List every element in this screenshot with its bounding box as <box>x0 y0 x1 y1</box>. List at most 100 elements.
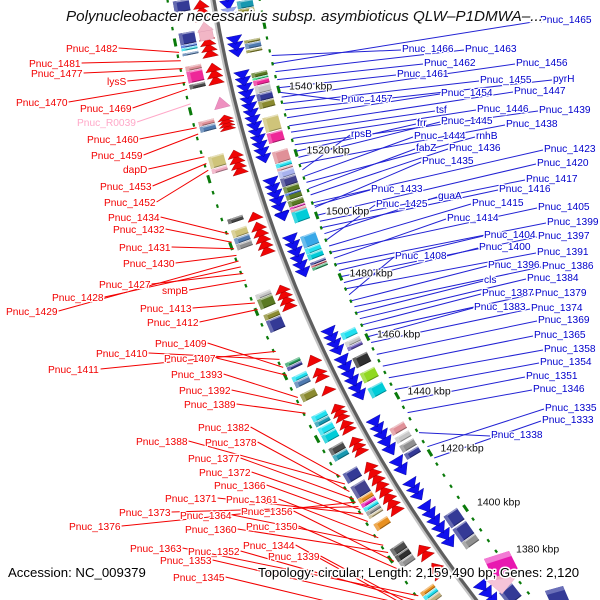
svg-text:Pnuc_1350: Pnuc_1350 <box>246 522 298 533</box>
svg-text:Pnuc_1429: Pnuc_1429 <box>6 307 58 318</box>
svg-text:guaA: guaA <box>438 191 462 202</box>
svg-text:Pnuc_1427: Pnuc_1427 <box>99 280 151 291</box>
svg-text:Pnuc_1420: Pnuc_1420 <box>537 158 589 169</box>
svg-text:Pnuc_1361: Pnuc_1361 <box>226 495 278 506</box>
svg-text:Pnuc_1393: Pnuc_1393 <box>171 370 223 381</box>
svg-text:Pnuc_1410: Pnuc_1410 <box>96 349 148 360</box>
svg-text:Pnuc_1374: Pnuc_1374 <box>531 303 583 314</box>
svg-text:Pnuc_1444: Pnuc_1444 <box>414 131 466 142</box>
svg-text:Pnuc_1432: Pnuc_1432 <box>113 225 165 236</box>
svg-text:1520 kbp: 1520 kbp <box>307 145 350 157</box>
svg-text:Pnuc_1376: Pnuc_1376 <box>69 522 121 533</box>
svg-text:tsf: tsf <box>436 105 447 116</box>
svg-text:Pnuc_1339: Pnuc_1339 <box>268 552 320 563</box>
svg-text:Pnuc_1434: Pnuc_1434 <box>108 213 160 224</box>
svg-text:Pnuc_1356: Pnuc_1356 <box>241 507 293 518</box>
svg-text:Pnuc_1397: Pnuc_1397 <box>538 231 590 242</box>
svg-text:Pnuc_1358: Pnuc_1358 <box>544 344 596 355</box>
svg-text:Pnuc_1466: Pnuc_1466 <box>402 44 454 55</box>
svg-text:Pnuc_1353: Pnuc_1353 <box>160 556 212 567</box>
svg-text:dapD: dapD <box>123 165 147 176</box>
svg-text:Pnuc_1373: Pnuc_1373 <box>119 508 171 519</box>
svg-text:Pnuc_1431: Pnuc_1431 <box>119 243 171 254</box>
svg-text:Pnuc_1415: Pnuc_1415 <box>472 198 524 209</box>
svg-text:Pnuc_1465: Pnuc_1465 <box>540 15 592 26</box>
svg-text:Pnuc_1346: Pnuc_1346 <box>533 384 585 395</box>
svg-text:Pnuc_1363: Pnuc_1363 <box>130 544 182 555</box>
svg-text:Pnuc_1389: Pnuc_1389 <box>184 400 236 411</box>
svg-text:1500 kbp: 1500 kbp <box>326 206 369 218</box>
svg-text:pyrH: pyrH <box>553 74 575 85</box>
svg-text:Pnuc_1411: Pnuc_1411 <box>48 365 99 376</box>
svg-text:Pnuc_1446: Pnuc_1446 <box>477 104 529 115</box>
svg-text:Topology: circular; Length: 2,: Topology: circular; Length: 2,159,490 bp… <box>258 565 579 580</box>
svg-text:Pnuc_1338: Pnuc_1338 <box>491 430 543 441</box>
svg-text:Pnuc_1383: Pnuc_1383 <box>474 302 526 313</box>
svg-text:fabZ: fabZ <box>416 143 436 154</box>
svg-text:Pnuc_1387: Pnuc_1387 <box>482 288 534 299</box>
svg-text:1380 kbp: 1380 kbp <box>516 544 559 556</box>
svg-text:Pnuc_1382: Pnuc_1382 <box>198 423 250 434</box>
svg-text:Pnuc_1352: Pnuc_1352 <box>188 547 240 558</box>
svg-text:Pnuc_1386: Pnuc_1386 <box>542 261 594 272</box>
svg-text:Pnuc_1379: Pnuc_1379 <box>535 288 587 299</box>
svg-text:Pnuc_1455: Pnuc_1455 <box>480 75 532 86</box>
svg-text:lysS: lysS <box>107 77 126 88</box>
svg-text:Pnuc_1435: Pnuc_1435 <box>422 156 474 167</box>
svg-text:Pnuc_1481: Pnuc_1481 <box>29 59 81 70</box>
svg-text:Pnuc_1412: Pnuc_1412 <box>147 318 199 329</box>
svg-text:Pnuc_1439: Pnuc_1439 <box>539 105 591 116</box>
svg-text:1440 kbp: 1440 kbp <box>408 386 451 398</box>
svg-text:Pnuc_1384: Pnuc_1384 <box>527 273 579 284</box>
svg-text:Pnuc_1413: Pnuc_1413 <box>140 304 192 315</box>
svg-text:frr: frr <box>417 118 427 129</box>
svg-text:rpsB: rpsB <box>351 129 372 140</box>
svg-text:Pnuc_R0039: Pnuc_R0039 <box>77 118 136 129</box>
svg-text:Pnuc_1409: Pnuc_1409 <box>155 339 207 350</box>
svg-text:Pnuc_1461: Pnuc_1461 <box>397 69 449 80</box>
svg-text:Pnuc_1445: Pnuc_1445 <box>441 116 493 127</box>
svg-text:1420 kbp: 1420 kbp <box>441 443 484 455</box>
svg-text:Pnuc_1399: Pnuc_1399 <box>547 217 599 228</box>
svg-text:1400 kbp: 1400 kbp <box>477 497 520 509</box>
svg-text:Pnuc_1414: Pnuc_1414 <box>447 213 499 224</box>
svg-text:1540 kbp: 1540 kbp <box>289 81 332 93</box>
svg-text:Pnuc_1365: Pnuc_1365 <box>534 330 586 341</box>
svg-text:Pnuc_1369: Pnuc_1369 <box>538 315 590 326</box>
svg-text:Pnuc_1438: Pnuc_1438 <box>506 119 558 130</box>
svg-text:Pnuc_1460: Pnuc_1460 <box>87 135 139 146</box>
svg-text:smpB: smpB <box>162 286 188 297</box>
svg-text:Pnuc_1333: Pnuc_1333 <box>542 415 594 426</box>
svg-text:Pnuc_1462: Pnuc_1462 <box>424 58 476 69</box>
svg-text:Pnuc_1366: Pnuc_1366 <box>214 481 266 492</box>
svg-text:Pnuc_1454: Pnuc_1454 <box>441 88 493 99</box>
svg-text:Pnuc_1391: Pnuc_1391 <box>537 247 589 258</box>
svg-text:Pnuc_1405: Pnuc_1405 <box>538 202 590 213</box>
svg-text:Pnuc_1377: Pnuc_1377 <box>188 454 240 465</box>
svg-text:Pnuc_1408: Pnuc_1408 <box>395 251 447 262</box>
svg-text:Pnuc_1404: Pnuc_1404 <box>484 230 536 241</box>
svg-text:Pnuc_1423: Pnuc_1423 <box>544 144 596 155</box>
svg-text:Pnuc_1457: Pnuc_1457 <box>341 94 393 105</box>
svg-text:Pnuc_1453: Pnuc_1453 <box>100 182 152 193</box>
svg-text:Pnuc_1354: Pnuc_1354 <box>540 357 592 368</box>
svg-text:Pnuc_1396: Pnuc_1396 <box>488 260 540 271</box>
svg-text:Pnuc_1351: Pnuc_1351 <box>526 371 578 382</box>
svg-text:1460 kbp: 1460 kbp <box>377 329 420 341</box>
svg-text:Pnuc_1452: Pnuc_1452 <box>104 198 156 209</box>
svg-text:Pnuc_1392: Pnuc_1392 <box>179 386 231 397</box>
svg-text:Pnuc_1417: Pnuc_1417 <box>526 174 578 185</box>
svg-text:Pnuc_1416: Pnuc_1416 <box>499 184 551 195</box>
svg-text:cls: cls <box>484 275 496 286</box>
svg-text:Pnuc_1459: Pnuc_1459 <box>91 151 143 162</box>
svg-text:Pnuc_1470: Pnuc_1470 <box>16 98 68 109</box>
svg-text:Pnuc_1456: Pnuc_1456 <box>516 58 568 69</box>
svg-text:Pnuc_1447: Pnuc_1447 <box>514 86 566 97</box>
svg-text:Pnuc_1469: Pnuc_1469 <box>80 104 132 115</box>
svg-text:Pnuc_1407: Pnuc_1407 <box>164 354 216 365</box>
svg-text:Pnuc_1436: Pnuc_1436 <box>449 143 501 154</box>
svg-text:Pnuc_1335: Pnuc_1335 <box>545 403 597 414</box>
svg-text:Pnuc_1345: Pnuc_1345 <box>173 573 225 584</box>
svg-text:Pnuc_1428: Pnuc_1428 <box>52 293 104 304</box>
svg-text:Pnuc_1463: Pnuc_1463 <box>465 44 517 55</box>
